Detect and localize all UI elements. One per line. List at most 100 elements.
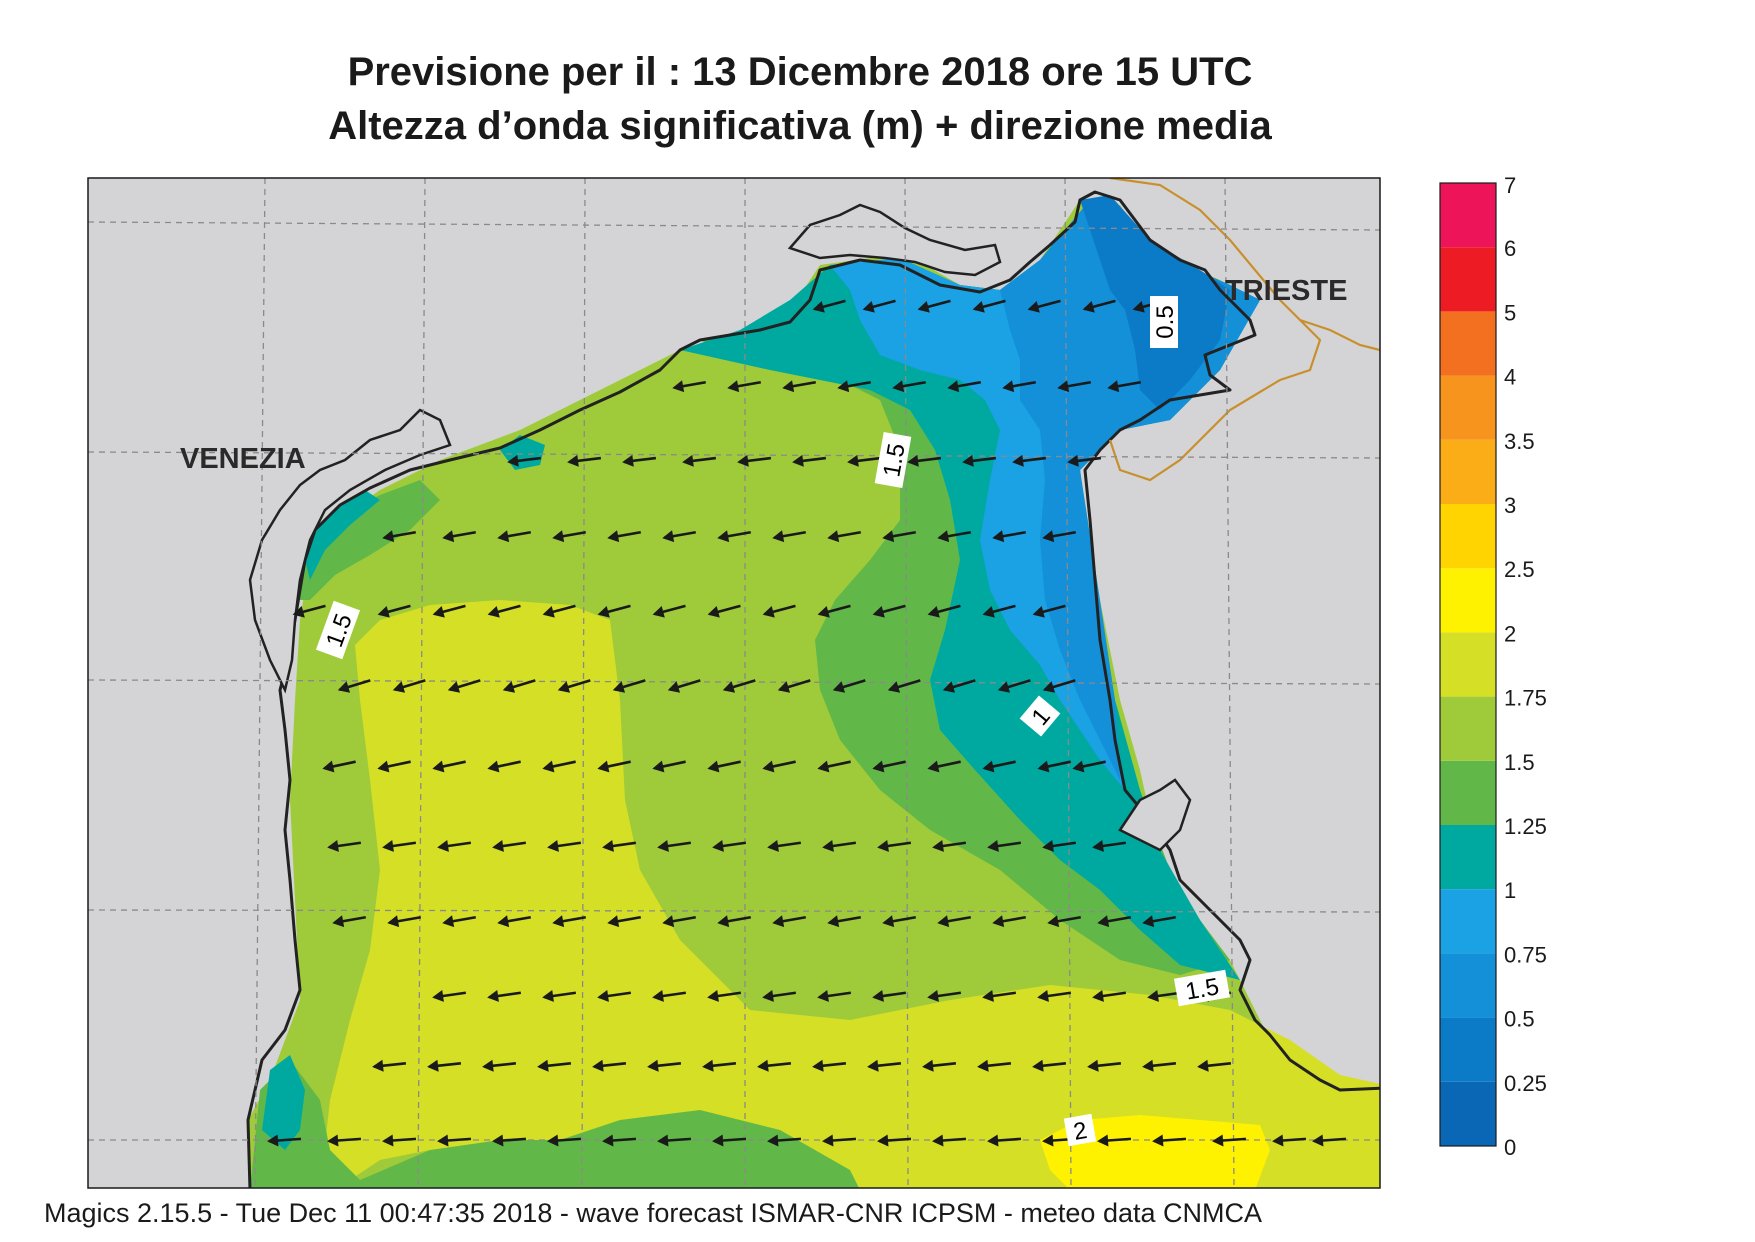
sea-zone-1.25-west <box>300 480 440 600</box>
svg-text:1.5: 1.5 <box>1183 973 1221 1005</box>
state-border <box>1108 178 1380 482</box>
wave-arrow <box>667 679 701 693</box>
legend-swatch <box>1440 760 1496 825</box>
wave-arrow <box>1042 840 1077 852</box>
wave-arrow <box>1107 380 1141 393</box>
wave-arrow <box>567 454 602 467</box>
wave-arrow <box>442 915 476 928</box>
legend-tick-label: 0.25 <box>1504 1071 1547 1096</box>
wave-arrow <box>647 1059 682 1072</box>
wave-arrow <box>487 604 521 618</box>
sea-zone-1.25-south <box>250 1060 859 1188</box>
wave-arrow <box>827 915 861 928</box>
wave-arrow <box>772 530 806 543</box>
wave-arrow <box>947 380 981 393</box>
wave-arrow <box>847 454 882 467</box>
wave-arrow <box>932 840 967 852</box>
contour-labels: 0.5 1 1.5 1.5 1.5 2 <box>315 296 1231 1147</box>
wave-arrow <box>652 990 687 1002</box>
wave-arrow <box>437 1134 472 1147</box>
wave-arrow <box>887 679 921 693</box>
wave-arrow <box>792 454 827 467</box>
wave-arrow <box>757 1059 792 1072</box>
wave-arrow <box>1027 299 1061 313</box>
wave-arrow <box>917 299 951 313</box>
legend-swatch <box>1440 696 1496 761</box>
wave-arrow <box>962 454 997 467</box>
wave-arrow <box>1072 760 1106 773</box>
wave-arrow <box>382 840 417 852</box>
wave-arrow <box>1012 454 1047 467</box>
wave-arrow <box>717 915 751 928</box>
wave-arrow <box>1142 915 1176 928</box>
wave-arrow <box>1097 915 1131 928</box>
contour-label-1.5-north: 1.5 <box>874 431 912 489</box>
wave-arrow <box>822 840 857 852</box>
legend-swatch <box>1440 247 1496 312</box>
wave-arrow <box>722 679 756 693</box>
wave-arrow <box>982 604 1016 618</box>
wave-arrow <box>662 530 696 543</box>
wave-arrow <box>772 915 806 928</box>
wave-arrow <box>892 380 926 393</box>
wave-arrow <box>507 454 542 467</box>
wave-arrow <box>662 915 696 928</box>
wave-arrow <box>862 299 896 313</box>
city-label-venezia: VENEZIA <box>180 443 306 475</box>
wave-arrow <box>547 1134 582 1147</box>
wave-arrow <box>672 380 706 393</box>
graticule <box>88 178 1380 1188</box>
wave-arrow <box>767 840 802 852</box>
wave-arrow <box>387 915 421 928</box>
wave-arrow <box>727 380 761 393</box>
wave-arrow <box>1312 1134 1347 1147</box>
wave-arrow <box>547 840 582 852</box>
wave-arrow <box>1147 990 1182 1002</box>
legend-tick-label: 5 <box>1504 300 1516 325</box>
legend-tick-label: 0.75 <box>1504 942 1547 967</box>
sea-zone-1.0-venice <box>305 490 380 580</box>
contour-label-1.5-east: 1.5 <box>1173 969 1231 1007</box>
wave-arrow <box>597 760 631 773</box>
wave-arrow <box>1092 840 1127 852</box>
wave-arrow <box>882 530 916 543</box>
wave-arrow <box>937 530 971 543</box>
wave-arrow <box>927 990 962 1002</box>
wave-arrow <box>557 679 591 693</box>
legend-tick-label: 7 <box>1504 173 1516 198</box>
city-label-trieste: TRIESTE <box>1225 275 1347 307</box>
svg-text:2: 2 <box>1071 1117 1089 1146</box>
wave-arrow <box>932 1134 967 1147</box>
wave-arrow <box>1042 530 1076 543</box>
wave-arrow <box>327 1134 362 1147</box>
wave-arrow <box>872 990 907 1002</box>
legend-swatch <box>1440 1017 1496 1082</box>
wave-arrow <box>602 1134 637 1147</box>
wave-arrow <box>707 760 741 773</box>
wave-arrow <box>812 1059 847 1072</box>
wave-arrow <box>812 299 846 313</box>
wave-arrow <box>972 299 1006 313</box>
wave-arrow <box>837 380 871 393</box>
title-line-2: Altezza d’onda significativa (m) + direz… <box>328 104 1272 148</box>
legend-tick-label: 0 <box>1504 1135 1516 1160</box>
wave-arrow <box>762 760 796 773</box>
wave-arrow <box>762 604 796 618</box>
wave-arrow <box>377 604 411 618</box>
legend-tick-label: 6 <box>1504 236 1516 261</box>
wave-arrow <box>542 604 576 618</box>
wave-arrow <box>777 679 811 693</box>
wave-arrow <box>1042 679 1076 693</box>
wave-arrow <box>987 840 1022 852</box>
wave-arrow <box>937 915 971 928</box>
wave-arrow <box>337 679 371 693</box>
wave-arrow <box>1212 1134 1247 1147</box>
wave-arrow <box>442 530 476 543</box>
svg-text:1.5: 1.5 <box>878 441 910 479</box>
wave-arrow <box>542 760 576 773</box>
wave-arrow <box>1037 990 1072 1002</box>
legend-swatch <box>1440 183 1496 248</box>
wave-arrow <box>1142 1059 1177 1072</box>
color-legend: 0 0.25 0.5 0.75 1 1.25 1.5 1.75 2 2.5 3 3.5 4 5 6 7 <box>1439 173 1547 1160</box>
